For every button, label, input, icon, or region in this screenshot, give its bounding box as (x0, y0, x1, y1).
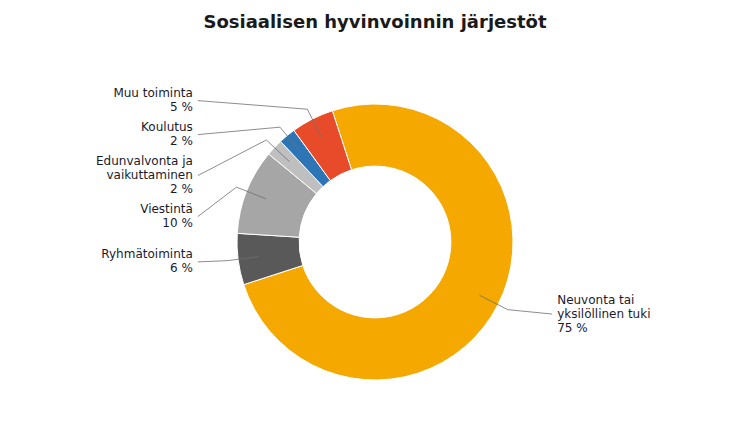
title: Sosiaalisen hyvinvoinnin järjestöt (203, 11, 547, 32)
slice-label-line: Edunvalvonta ja (96, 154, 193, 168)
slice-label: Viestintä10 % (140, 202, 193, 230)
leader-line (198, 257, 259, 262)
chart: Sosiaalisen hyvinvoinnin järjestöt Neuvon… (0, 0, 750, 436)
slice-label-line: 6 % (170, 261, 193, 275)
leader-line (198, 127, 300, 151)
slice-label: Ryhmätoiminta6 % (101, 247, 193, 275)
slice-label-line: 75 % (557, 321, 588, 335)
slice-label-line: vaikuttaminen (106, 168, 192, 182)
slice-label-line: 5 % (170, 100, 193, 114)
slice-label-line: Ryhmätoiminta (101, 247, 193, 261)
leader-line (480, 295, 553, 314)
slice-label-line: 2 % (170, 134, 193, 148)
slice-label-line: yksilöllinen tuki (557, 307, 650, 321)
slice-label: Muu toiminta5 % (113, 86, 192, 114)
slice-label-line: Muu toiminta (113, 86, 192, 100)
slice-label-line: Koulutus (141, 120, 193, 134)
slice (237, 233, 303, 284)
slice-label: Neuvonta taiyksilöllinen tuki75 % (557, 293, 650, 335)
slice-label-line: Neuvonta tai (557, 293, 634, 307)
leader-line (198, 187, 266, 216)
leader-line (198, 101, 322, 138)
slice-label: Koulutus2 % (141, 120, 193, 148)
leader-line (198, 140, 290, 176)
slice-label-line: 10 % (162, 216, 193, 230)
slice-label-line: 2 % (170, 182, 193, 196)
slice-label: Edunvalvonta javaikuttaminen2 % (96, 154, 193, 196)
slices (237, 104, 513, 380)
labels: Neuvonta taiyksilöllinen tuki75 % Ryhmäto… (96, 86, 650, 334)
slice (294, 111, 352, 181)
slice-label-line: Viestintä (140, 202, 193, 216)
